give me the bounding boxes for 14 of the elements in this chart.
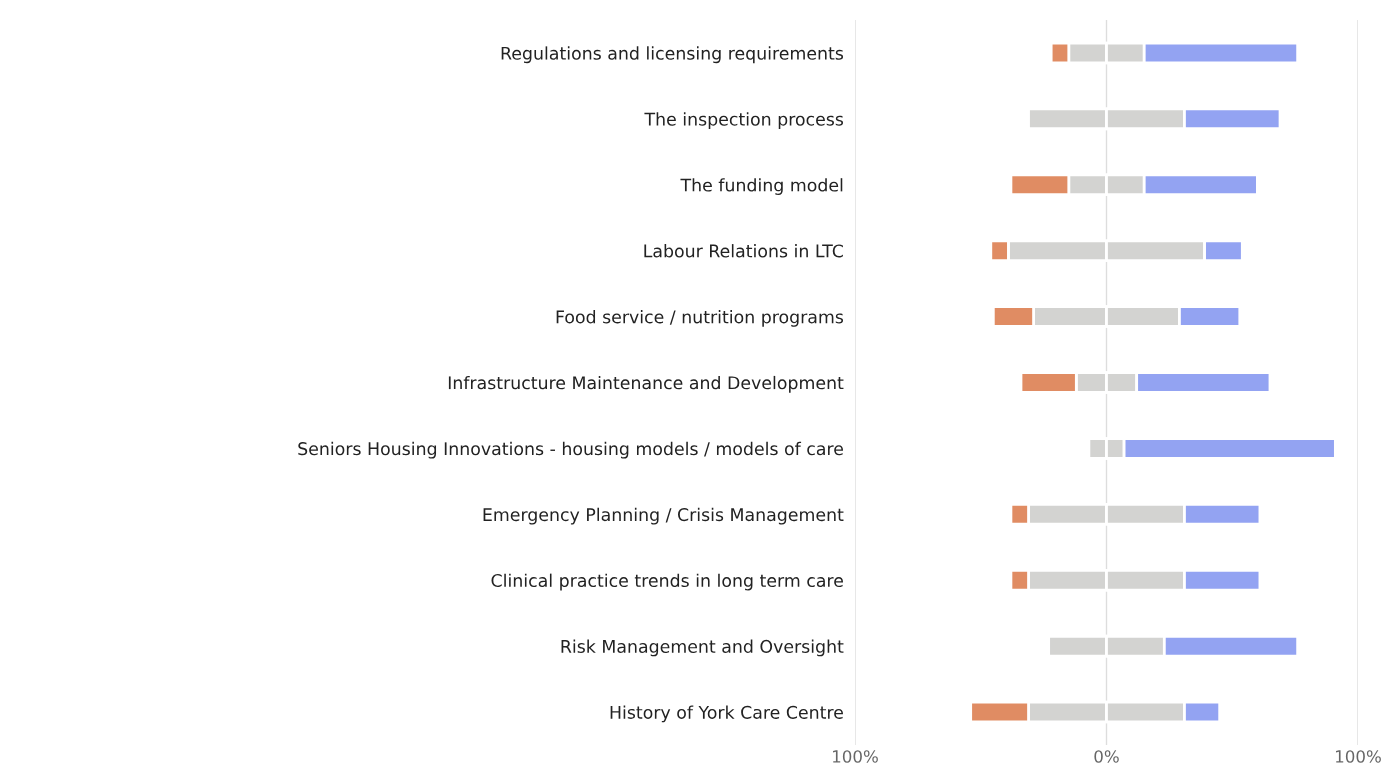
y-tick-label: Regulations and licensing requirements xyxy=(501,46,844,64)
y-tick-label: The inspection process xyxy=(644,112,844,130)
y-tick-label: Clinical practice trends in long term care xyxy=(491,573,843,591)
y-tick-label: Food service / nutrition programs xyxy=(556,310,844,327)
y-tick-label: Infrastructure Maintenance and Development xyxy=(448,375,844,393)
y-tick-label: History of York Care Centre xyxy=(610,705,843,723)
y-tick-label: Emergency Planning / Crisis Management xyxy=(483,507,844,525)
y-tick-label: Risk Management and Oversight xyxy=(561,639,844,657)
x-tick-label: 100% xyxy=(833,750,878,763)
x-tick-label: 100% xyxy=(1336,750,1381,763)
y-tick-label: Labour Relations in LTC xyxy=(644,244,843,258)
x-tick-label: 0% xyxy=(1094,750,1119,763)
y-tick-label: The funding model xyxy=(680,178,843,195)
y-tick-label: Seniors Housing Innovations - housing models / models of care xyxy=(298,441,843,459)
